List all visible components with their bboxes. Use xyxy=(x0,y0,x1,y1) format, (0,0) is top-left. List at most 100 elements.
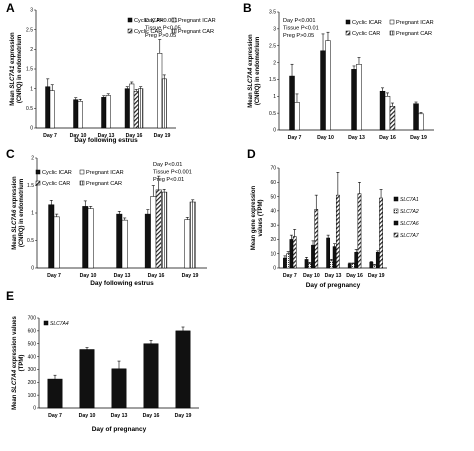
bar xyxy=(111,368,127,409)
y-axis-label-line2: (CNRQ) in endometrium xyxy=(255,37,261,105)
y-tick-label: 0 xyxy=(31,266,34,272)
y-tick-label: 1 xyxy=(31,211,34,217)
y-tick-label: 100 xyxy=(28,393,37,399)
bar xyxy=(53,216,60,269)
bar xyxy=(347,263,352,269)
x-tick-label: Day 7 xyxy=(288,135,302,141)
bar xyxy=(105,95,111,129)
y-axis-label-line2: (CNRQ) in endometrium xyxy=(17,35,23,103)
x-tick-label: Day 7 xyxy=(43,133,57,139)
y-tick-label: 1.5 xyxy=(26,67,33,73)
x-tick-label: Day 10 xyxy=(303,273,320,279)
bar xyxy=(304,259,309,269)
y-tick-label: 300 xyxy=(28,367,37,373)
bar xyxy=(320,50,326,131)
legend-swatch xyxy=(79,180,85,186)
x-tick-label: Day 19 xyxy=(175,413,192,419)
bar xyxy=(47,378,63,409)
bar xyxy=(369,262,374,269)
y-axis-label-line2: (CNRQ) in endometrium xyxy=(19,179,25,247)
bar xyxy=(413,103,419,131)
bar xyxy=(138,88,144,129)
y-tick-label: 2 xyxy=(30,47,33,53)
panel-b: B 0 0.5 1 1.5 2 2.5 3 3.5 Day 7 Day 10 Day 13 Day 16… xyxy=(243,1,434,141)
legend-swatch xyxy=(345,30,351,36)
y-tick-label: 1.5 xyxy=(27,183,34,189)
x-tick-label: Day 13 xyxy=(98,133,115,139)
legend-label: Cyclic CAR xyxy=(134,29,162,35)
legend-label: Pregnant CAR xyxy=(178,29,214,35)
y-tick-label: 500 xyxy=(28,341,37,347)
x-tick-label: Day 10 xyxy=(79,413,96,419)
y-tick-label: 600 xyxy=(28,329,37,335)
x-axis-label: Day of pregnancy xyxy=(92,426,147,433)
y-tick-label: 0.5 xyxy=(26,106,33,112)
legend-label: Cyclic CAR xyxy=(352,31,380,37)
y-tick-label: 1 xyxy=(30,86,33,92)
legend-label: SLC7A7 xyxy=(400,233,419,239)
bar xyxy=(77,101,83,129)
y-axis-label-part: Mean xyxy=(248,91,254,108)
stat-line: Preg P<0.01 xyxy=(153,177,184,183)
y-axis-label-part: expression values xyxy=(12,315,18,369)
bar xyxy=(49,90,55,129)
y-tick-label: 0.5 xyxy=(269,111,276,117)
bar xyxy=(329,260,334,269)
y-axis-label: Mean SLC7A1 expression xyxy=(10,32,16,106)
bar xyxy=(155,189,162,269)
legend-label: Pregnant ICAR xyxy=(86,170,124,176)
y-axis-label-part: expression xyxy=(248,34,254,68)
bar xyxy=(184,219,191,269)
bar xyxy=(143,343,159,409)
bar xyxy=(384,96,391,131)
legend-swatch xyxy=(393,196,399,202)
panel-e: E 0 100 200 300 400 500 600 700 Day 7 Day 10 Day 13… xyxy=(6,289,199,433)
x-tick-label: Day 13 xyxy=(114,273,131,279)
bar xyxy=(351,69,357,131)
y-tick-label: 3 xyxy=(30,8,33,14)
bar xyxy=(129,83,135,129)
bar xyxy=(326,237,331,269)
y-tick-label: 0 xyxy=(273,128,276,134)
y-axis-label-part: SLC7A6 xyxy=(12,209,18,233)
legend-swatch xyxy=(345,19,351,25)
legend-label: Cyclic ICAR xyxy=(134,18,164,24)
y-tick-label: 700 xyxy=(28,316,37,322)
y-tick-label: 3 xyxy=(273,27,276,33)
bar xyxy=(161,191,168,269)
bar xyxy=(351,263,355,269)
legend-label: SLC7A6 xyxy=(400,221,419,227)
panel-letter: B xyxy=(243,1,252,15)
bar xyxy=(133,91,139,129)
bar xyxy=(87,208,94,269)
y-tick-label: 200 xyxy=(28,380,37,386)
bar xyxy=(124,88,130,129)
y-tick-label: 1 xyxy=(273,94,276,100)
y-axis-label-part: Mean xyxy=(10,89,16,106)
panel-letter: E xyxy=(6,289,14,303)
bar xyxy=(161,78,167,129)
y-tick-label: 50 xyxy=(270,194,276,200)
y-axis-label: Mean SLC7A6 expression xyxy=(12,176,18,250)
legend-swatch xyxy=(389,30,395,36)
legend-swatch xyxy=(171,28,177,34)
y-tick-label: 40 xyxy=(270,209,276,215)
bar xyxy=(73,99,79,129)
y-tick-label: 2 xyxy=(273,60,276,66)
y-axis-label-line2: (TPM) xyxy=(19,355,25,372)
stat-line: Day P<0.001 xyxy=(283,18,316,24)
y-tick-label: 20 xyxy=(270,237,276,243)
bar xyxy=(314,209,319,269)
x-tick-label: Day 19 xyxy=(182,273,199,279)
y-axis-label-part: expression xyxy=(10,32,16,66)
stat-line: Day P<0.001 xyxy=(145,18,178,24)
y-tick-label: 2.5 xyxy=(26,27,33,33)
panel-d: D 0 10 20 30 40 50 60 70 Day 7 Day 10 Day 13 Day 16 D… xyxy=(247,147,419,289)
bar xyxy=(79,349,95,409)
x-tick-label: Day 7 xyxy=(283,273,297,279)
legend-swatch xyxy=(393,220,399,226)
legend-swatch xyxy=(389,19,395,25)
y-axis-label: Mean gene expression xyxy=(251,185,257,250)
